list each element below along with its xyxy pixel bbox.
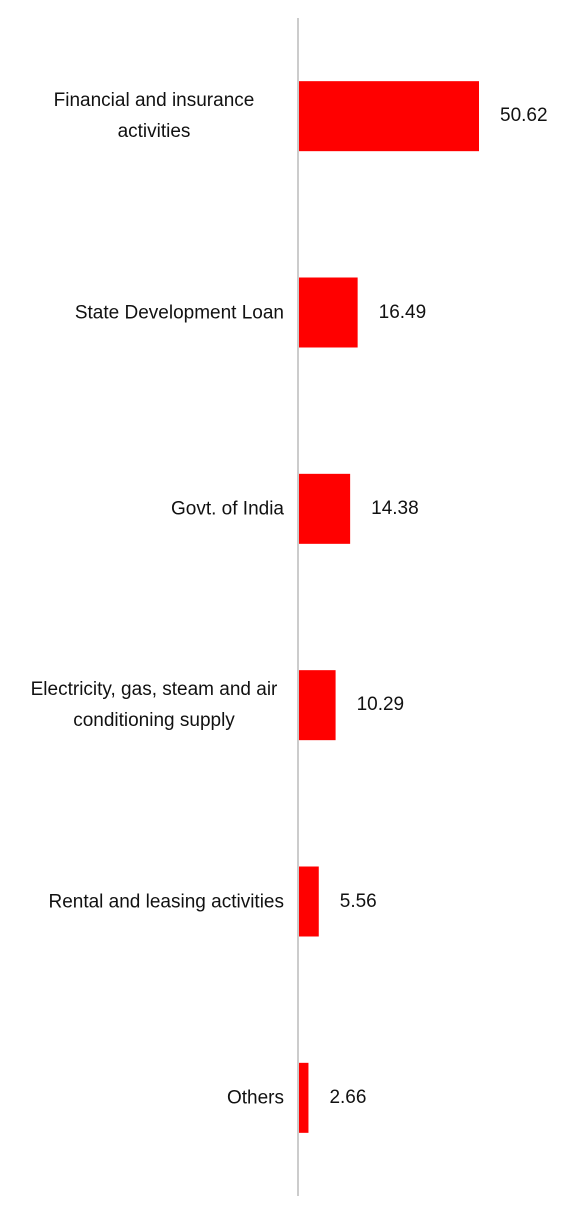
category-label-box: Electricity, gas, steam and air conditio…	[8, 674, 284, 736]
category-label: Govt. of India	[170, 498, 284, 520]
category-label-box: Financial and insurance activities	[8, 85, 284, 147]
category-label: Financial and insurance activities	[53, 90, 255, 143]
category-label-box: Others	[8, 1082, 284, 1113]
value-label: 10.29	[356, 694, 405, 716]
value-label: 2.66	[329, 1086, 367, 1108]
category-label: Rental and leasing activities	[48, 891, 284, 912]
bar	[299, 81, 479, 152]
bar	[299, 866, 319, 937]
bar	[299, 473, 351, 544]
category-label-box: Govt. of India	[8, 493, 284, 524]
value-label: 5.56	[339, 890, 377, 912]
category-label: Electricity, gas, steam and air conditio…	[30, 679, 278, 732]
category-label-box: State Development Loan	[8, 297, 284, 328]
category-label: State Development Loan	[74, 302, 284, 323]
bar	[299, 670, 336, 741]
category-label: Others	[226, 1087, 284, 1109]
category-label-box: Rental and leasing activities	[8, 886, 284, 917]
value-label: 14.38	[371, 497, 419, 519]
bar	[299, 1062, 309, 1133]
value-label: 16.49	[378, 301, 427, 323]
value-label: 50.62	[500, 105, 548, 127]
bar	[299, 277, 358, 348]
